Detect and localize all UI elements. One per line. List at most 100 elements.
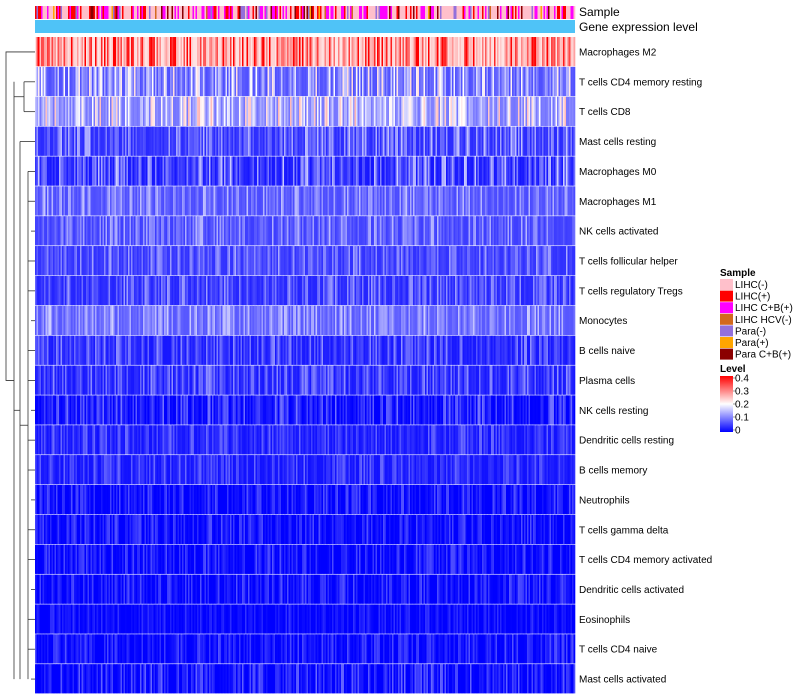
sample-annotation-cell — [404, 6, 406, 19]
heatmap-cell — [516, 335, 519, 365]
heatmap-cell — [75, 216, 78, 246]
heatmap-cell — [474, 156, 477, 186]
sample-annotation-cell — [432, 6, 435, 19]
heatmap-cell — [152, 395, 154, 425]
heatmap-cell — [231, 96, 234, 126]
heatmap-cell — [546, 126, 549, 156]
heatmap-cell — [513, 186, 516, 216]
sample-annotation-cell — [410, 6, 412, 19]
heatmap-cell — [59, 365, 61, 395]
heatmap-cell — [195, 335, 198, 365]
sample-annotation-cell — [251, 6, 253, 19]
heatmap-cell — [281, 395, 283, 425]
heatmap-cell — [270, 37, 273, 67]
heatmap-cell — [567, 275, 570, 306]
heatmap-cell — [209, 365, 211, 395]
heatmap-cell — [78, 126, 81, 156]
heatmap-cell — [144, 335, 147, 365]
heatmap-cell — [240, 395, 243, 425]
heatmap-cell — [119, 305, 121, 336]
sample-annotation-cell — [216, 6, 219, 19]
heatmap-cell — [192, 186, 195, 216]
heatmap-cell — [572, 37, 574, 67]
heatmap-cell — [368, 395, 370, 425]
heatmap-cell — [273, 66, 276, 97]
heatmap-cell — [42, 305, 45, 336]
heatmap-cell — [222, 246, 225, 276]
heatmap-cell — [431, 365, 433, 395]
heatmap-cell — [93, 66, 96, 97]
heatmap-cell — [510, 126, 513, 156]
heatmap-cell — [50, 305, 52, 336]
heatmap-cell — [206, 66, 208, 97]
heatmap-cell — [428, 246, 430, 276]
heatmap-cell — [86, 156, 88, 186]
heatmap-cell — [122, 186, 124, 216]
heatmap-cell — [248, 37, 250, 67]
heatmap-cell — [158, 335, 160, 365]
heatmap-cell — [164, 275, 166, 306]
heatmap-cell — [291, 246, 294, 276]
heatmap-cell — [486, 335, 489, 365]
heatmap-cell — [81, 66, 84, 97]
heatmap-cell — [504, 126, 507, 156]
heatmap-cell — [330, 126, 333, 156]
heatmap-cell — [165, 216, 168, 246]
heatmap-cell — [551, 275, 553, 306]
heatmap-cell — [213, 37, 216, 67]
heatmap-cell — [309, 365, 312, 395]
heatmap-cell — [57, 37, 60, 67]
heatmap-cell — [507, 305, 510, 336]
heatmap-cell — [392, 37, 394, 67]
heatmap-cell — [347, 335, 349, 365]
heatmap-cell — [498, 335, 501, 365]
heatmap-cell — [194, 156, 196, 186]
heatmap-cell — [449, 126, 451, 156]
heatmap-cell — [302, 246, 304, 276]
heatmap-cell — [563, 365, 565, 395]
heatmap-cell — [231, 37, 234, 67]
heatmap-cell — [267, 216, 270, 246]
heatmap-cell — [180, 275, 183, 306]
heatmap-cell — [444, 275, 447, 306]
heatmap-cell — [123, 275, 126, 306]
heatmap-cell — [80, 37, 82, 67]
heatmap-cell — [171, 126, 174, 156]
heatmap-cell — [467, 395, 469, 425]
heatmap-cell — [308, 37, 310, 67]
heatmap-cell — [138, 216, 141, 246]
heatmap-cell — [114, 275, 117, 306]
heatmap-cell — [515, 365, 517, 395]
heatmap-cell — [222, 216, 225, 246]
sample-annotation-cell — [140, 6, 142, 19]
heatmap-cell — [489, 126, 492, 156]
heatmap-cell — [96, 395, 99, 425]
sample-annotation-cell — [176, 6, 178, 19]
heatmap-row — [35, 216, 576, 246]
heatmap-cell — [146, 246, 148, 276]
heatmap-cell — [56, 156, 58, 186]
heatmap-cell — [419, 335, 421, 365]
heatmap-cell — [122, 216, 124, 246]
heatmap-cell — [353, 37, 355, 67]
heatmap-cell — [215, 37, 217, 67]
heatmap-cell — [344, 156, 346, 186]
sample-annotation-cell — [273, 6, 276, 19]
sample-annotation-cell — [80, 6, 82, 19]
heatmap-cell — [537, 156, 540, 186]
heatmap-cell — [159, 335, 162, 365]
heatmap-cell — [194, 96, 196, 126]
heatmap-cell — [141, 96, 144, 126]
heatmap-cell — [42, 335, 45, 365]
heatmap-cell — [333, 37, 336, 67]
heatmap-cell — [53, 275, 55, 306]
heatmap-cell — [146, 37, 148, 67]
heatmap-cell — [417, 96, 420, 126]
heatmap-cell — [356, 156, 358, 186]
heatmap-cell — [323, 305, 325, 336]
heatmap-cell — [242, 275, 244, 306]
heatmap-cell — [90, 305, 93, 336]
heatmap-cell — [144, 37, 147, 67]
heatmap-cell — [200, 126, 202, 156]
heatmap-cell — [300, 335, 303, 365]
